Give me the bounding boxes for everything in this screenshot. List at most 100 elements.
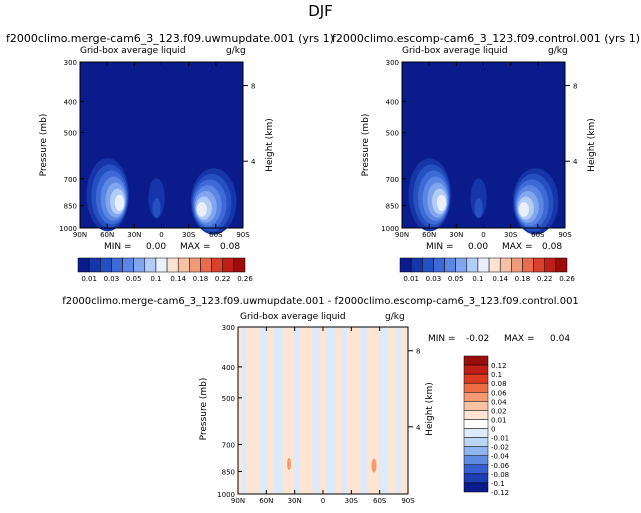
panel1-xtick-label-3: 0	[159, 231, 163, 239]
panel1-left-subtitle: Grid-box average liquid	[80, 46, 186, 56]
panel3-cbar-13	[463, 473, 489, 484]
panel3-xtick-label-5: 60S	[373, 497, 387, 505]
panel1-xtick-label-6: 90S	[236, 231, 250, 239]
panel1-right-subtitle: g/kg	[226, 46, 246, 56]
panel3-cbar-label-3: 0.06	[491, 389, 507, 397]
panel2-cbar-7	[477, 257, 490, 273]
panel3-cbar-4	[463, 392, 489, 402]
panel2-xtick-label-3: 0	[481, 231, 485, 239]
panel3-group	[237, 326, 489, 495]
panel1-cbar-0	[77, 257, 90, 273]
panel2-ytick-label-4: 850	[386, 203, 399, 211]
panel3-ylabel: Pressure (mb)	[199, 377, 209, 441]
panel1-ytick-right-label-0: 8	[251, 83, 255, 91]
panel2-right-subtitle: g/kg	[548, 46, 568, 56]
panel1-cbar-2	[100, 257, 112, 273]
panel2-ytick-label-5: 1000	[381, 225, 399, 233]
panel1-ytick-label-2: 500	[64, 129, 77, 137]
panel3-cbar-label-1: 0.1	[491, 371, 502, 379]
panel3-cbar-label-13: -0.1	[491, 480, 505, 488]
panel3-cbar-11	[463, 455, 489, 466]
panel3-max-label: MAX =	[504, 334, 535, 344]
panel3-right-subtitle: g/kg	[385, 312, 405, 322]
panel1-min-label: MIN =	[104, 242, 132, 252]
panel1-cbar-8	[166, 257, 179, 273]
panel2-blob-eq-core	[474, 198, 483, 219]
panel2-cbar-1	[410, 257, 423, 273]
panel1-cbar-4	[122, 257, 134, 273]
panel3-ytick-label-1: 400	[222, 364, 235, 372]
panel3-cbar-5	[463, 401, 489, 411]
panel3-cbar-label-10: -0.04	[491, 453, 510, 461]
panel1-xtick-label-2: 30N	[127, 231, 141, 239]
panel2-blob-0-6	[436, 194, 447, 211]
panel1-ytick-label-3: 700	[64, 176, 77, 184]
panel2-min-label: MIN =	[426, 242, 454, 252]
panel3-streak-8	[379, 327, 389, 494]
panel3-cbar-0	[463, 355, 489, 366]
panel3-min-label: MIN =	[428, 334, 456, 344]
panel3-cbar-label-9: -0.02	[491, 444, 509, 452]
panel3-streak-3	[294, 327, 300, 494]
panel3-title: f2000climo.merge-cam6_3_123.f09.uwmupdat…	[62, 296, 579, 307]
panel2-cbar-2	[422, 257, 434, 273]
panel2-cbar-label-0: 0.01	[403, 275, 419, 283]
panel3-ytick-label-5: 1000	[217, 491, 235, 499]
panel1-xtick-label-0: 90N	[73, 231, 87, 239]
panel2-cbar-4	[444, 257, 456, 273]
panel1-xtick-label-1: 60N	[100, 231, 114, 239]
panel3-cbar-3	[463, 382, 489, 393]
panel1-xtick-label-5: 60S	[209, 231, 223, 239]
panel1-ytick-right-label-1: 4	[251, 158, 256, 166]
panel2-cbar-10	[511, 257, 523, 273]
panel2-cbar-label-6: 0.22	[537, 275, 553, 283]
panel3-ytick-label-0: 300	[222, 324, 235, 332]
panel2-cbar-9	[499, 257, 512, 273]
panel2-max-label: MAX =	[502, 242, 533, 252]
panel3-streak-2	[273, 327, 283, 494]
panel2-ytick-right-label-0: 8	[573, 83, 577, 91]
panel2-ytick-right-label-1: 4	[573, 158, 578, 166]
panel1-title: f2000climo.merge-cam6_3_123.f09.uwmupdat…	[6, 32, 334, 45]
panel3-cbar-6	[463, 410, 489, 420]
panel1-cbar-9	[177, 257, 190, 273]
panel3-streak-1	[260, 327, 268, 494]
panel2-title: f2000climo.escomp-cam6_3_123.f09.control…	[332, 32, 641, 45]
panel3-cbar-2	[463, 373, 489, 384]
panel3-spot-1	[371, 458, 377, 473]
panel1-cbar-label-3: 0.1	[150, 275, 161, 283]
panel1-cbar-6	[144, 257, 157, 273]
panel1-cbar-7	[155, 257, 168, 273]
panel1-ytick-label-4: 850	[64, 203, 77, 211]
panel1-cbar-12	[211, 257, 223, 273]
panel3-cbar-label-2: 0.08	[491, 380, 507, 388]
panel3-cbar-1	[463, 364, 489, 375]
panel1-cbar-13	[222, 257, 235, 273]
panel3-max-value: 0.04	[550, 334, 571, 344]
panel1-cbar-label-0: 0.01	[81, 275, 97, 283]
panel3-ytick-label-2: 500	[222, 395, 235, 403]
panel1-cbar-label-7: 0.26	[237, 275, 253, 283]
panel1-cbar-label-2: 0.05	[126, 275, 142, 283]
panel1-cbar-1	[88, 257, 101, 273]
panel1-max-value: 0.08	[220, 242, 241, 252]
panel3-cbar-label-6: 0.01	[491, 416, 507, 424]
panel1-cbar-label-6: 0.22	[215, 275, 231, 283]
panel3-cbar-10	[463, 446, 489, 456]
panel2-cbar-14	[555, 257, 568, 273]
panel1-ytick-label-5: 1000	[59, 225, 77, 233]
panel3-ytick-right-label-0: 8	[416, 348, 420, 356]
panel1-cbar-10	[189, 257, 201, 273]
panel2-cbar-label-7: 0.26	[559, 275, 575, 283]
panel2-max-value: 0.08	[542, 242, 563, 252]
panel1-cbar-label-5: 0.18	[193, 275, 209, 283]
panel2-min-value: 0.00	[468, 242, 489, 252]
panel1-ytick-label-0: 300	[64, 59, 77, 67]
panel2-ylabel: Pressure (mb)	[361, 113, 371, 177]
panel1-min-value: 0.00	[146, 242, 167, 252]
panel1-max-label: MAX =	[180, 242, 211, 252]
panel1-blob-1-6	[196, 202, 207, 217]
panel3-ytick-label-4: 850	[222, 468, 235, 476]
panel1-ytick-label-1: 400	[64, 99, 77, 107]
